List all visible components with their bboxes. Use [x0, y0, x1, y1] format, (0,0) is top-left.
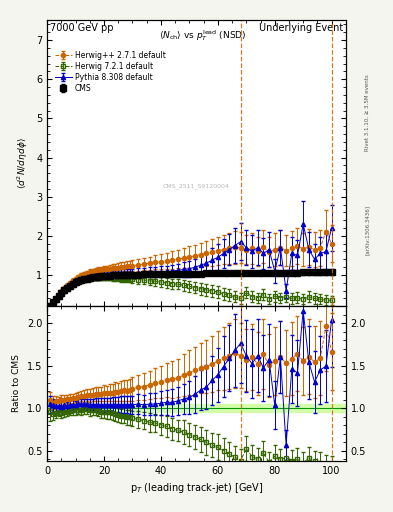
Y-axis label: $\langle d^2 N/d\eta d\phi \rangle$: $\langle d^2 N/d\eta d\phi \rangle$	[16, 138, 31, 189]
Text: [arXiv:1306.3436]: [arXiv:1306.3436]	[365, 205, 370, 255]
Text: Rivet 3.1.10, ≥ 3.5M events: Rivet 3.1.10, ≥ 3.5M events	[365, 74, 370, 151]
Y-axis label: Ratio to CMS: Ratio to CMS	[12, 355, 21, 413]
Text: CMS_2511_S9120004: CMS_2511_S9120004	[163, 183, 230, 189]
X-axis label: p$_{T}$ (leading track-jet) [GeV]: p$_{T}$ (leading track-jet) [GeV]	[130, 481, 263, 495]
Text: $\langle N_\mathrm{ch}\rangle$ vs $p_T^\mathrm{lead}$ (NSD): $\langle N_\mathrm{ch}\rangle$ vs $p_T^\…	[159, 28, 246, 42]
Text: 7000 GeV pp: 7000 GeV pp	[50, 24, 114, 33]
Legend: Herwig++ 2.7.1 default, Herwig 7.2.1 default, Pythia 8.308 default, CMS: Herwig++ 2.7.1 default, Herwig 7.2.1 def…	[54, 50, 166, 93]
Text: Underlying Event: Underlying Event	[259, 24, 343, 33]
Bar	[47, 404, 346, 412]
